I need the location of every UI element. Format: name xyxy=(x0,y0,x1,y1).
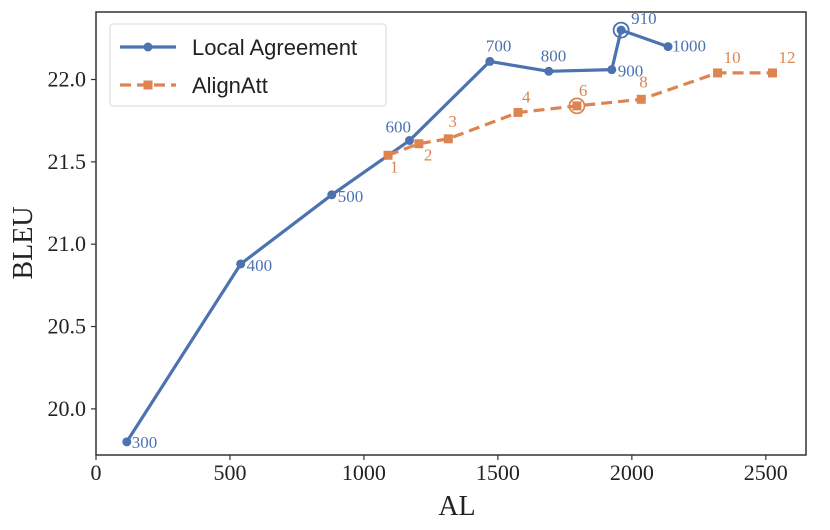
local-agreement-point-label: 910 xyxy=(631,9,657,28)
alignatt-point-label: 8 xyxy=(639,72,648,91)
x-tick-label: 2500 xyxy=(744,460,788,485)
alignatt-point-label: 2 xyxy=(424,146,433,165)
legend-local-agreement-label: Local Agreement xyxy=(192,35,357,60)
local-agreement-point-label: 300 xyxy=(132,433,158,452)
alignatt-point-label: 6 xyxy=(579,81,588,100)
legend-alignatt-marker xyxy=(143,80,153,90)
local-agreement-point xyxy=(544,66,554,76)
y-tick-label: 21.0 xyxy=(48,231,87,256)
local-agreement-point-label: 700 xyxy=(486,36,512,55)
local-agreement-point xyxy=(663,42,673,52)
legend-local-agreement-marker xyxy=(143,42,153,52)
local-agreement-point-label: 600 xyxy=(385,117,411,136)
alignatt-point xyxy=(572,101,582,111)
alignatt-point-label: 12 xyxy=(779,48,796,67)
alignatt-point xyxy=(383,150,393,160)
local-agreement-point-label: 400 xyxy=(247,256,273,275)
local-agreement-point xyxy=(607,65,617,75)
alignatt-point-label: 3 xyxy=(448,112,457,131)
alignatt-line xyxy=(387,71,773,157)
y-axis-label: BLEU xyxy=(8,206,39,279)
legend-box xyxy=(109,23,387,107)
local-agreement-point-label: 500 xyxy=(338,187,364,206)
local-agreement-point xyxy=(616,25,626,35)
y-tick-label: 20.5 xyxy=(48,314,87,339)
local-agreement-point-label: 1000 xyxy=(672,37,706,56)
local-agreement-point xyxy=(122,437,132,447)
local-agreement-point xyxy=(404,135,414,145)
alignatt-point xyxy=(713,68,723,78)
legend-alignatt-label: AlignAtt xyxy=(192,73,268,98)
legend: Local Agreement AlignAtt xyxy=(109,23,387,107)
alignatt-point xyxy=(443,134,453,144)
alignatt-highlight-ring xyxy=(568,97,586,115)
local-agreement-point-label: 800 xyxy=(541,46,567,65)
alignatt-point-label: 10 xyxy=(724,48,741,67)
alignatt-point xyxy=(414,139,424,149)
local-agreement-point xyxy=(236,259,246,269)
x-tick-label: 0 xyxy=(91,460,102,485)
local-agreement-point-label: 900 xyxy=(618,62,644,81)
x-tick-label: 2000 xyxy=(610,460,654,485)
x-tick-label: 1500 xyxy=(476,460,520,485)
alignatt-point-label: 4 xyxy=(522,87,531,106)
local-agreement-point xyxy=(485,56,495,66)
alignatt-point xyxy=(768,68,778,78)
x-tick-label: 1000 xyxy=(342,460,386,485)
local-agreement-highlight-ring xyxy=(612,21,630,39)
y-tick-label: 22.0 xyxy=(48,67,87,92)
y-tick-label: 20.0 xyxy=(48,396,87,421)
plot-frame xyxy=(95,11,807,456)
local-agreement-point xyxy=(327,190,337,200)
alignatt-point-label: 1 xyxy=(390,157,399,176)
x-tick-label: 500 xyxy=(213,460,246,485)
alignatt-point xyxy=(636,94,646,104)
points-layer xyxy=(122,21,778,447)
x-axis-label: AL xyxy=(438,491,475,522)
y-tick-label: 21.5 xyxy=(48,149,87,174)
alignatt-point xyxy=(513,107,523,117)
